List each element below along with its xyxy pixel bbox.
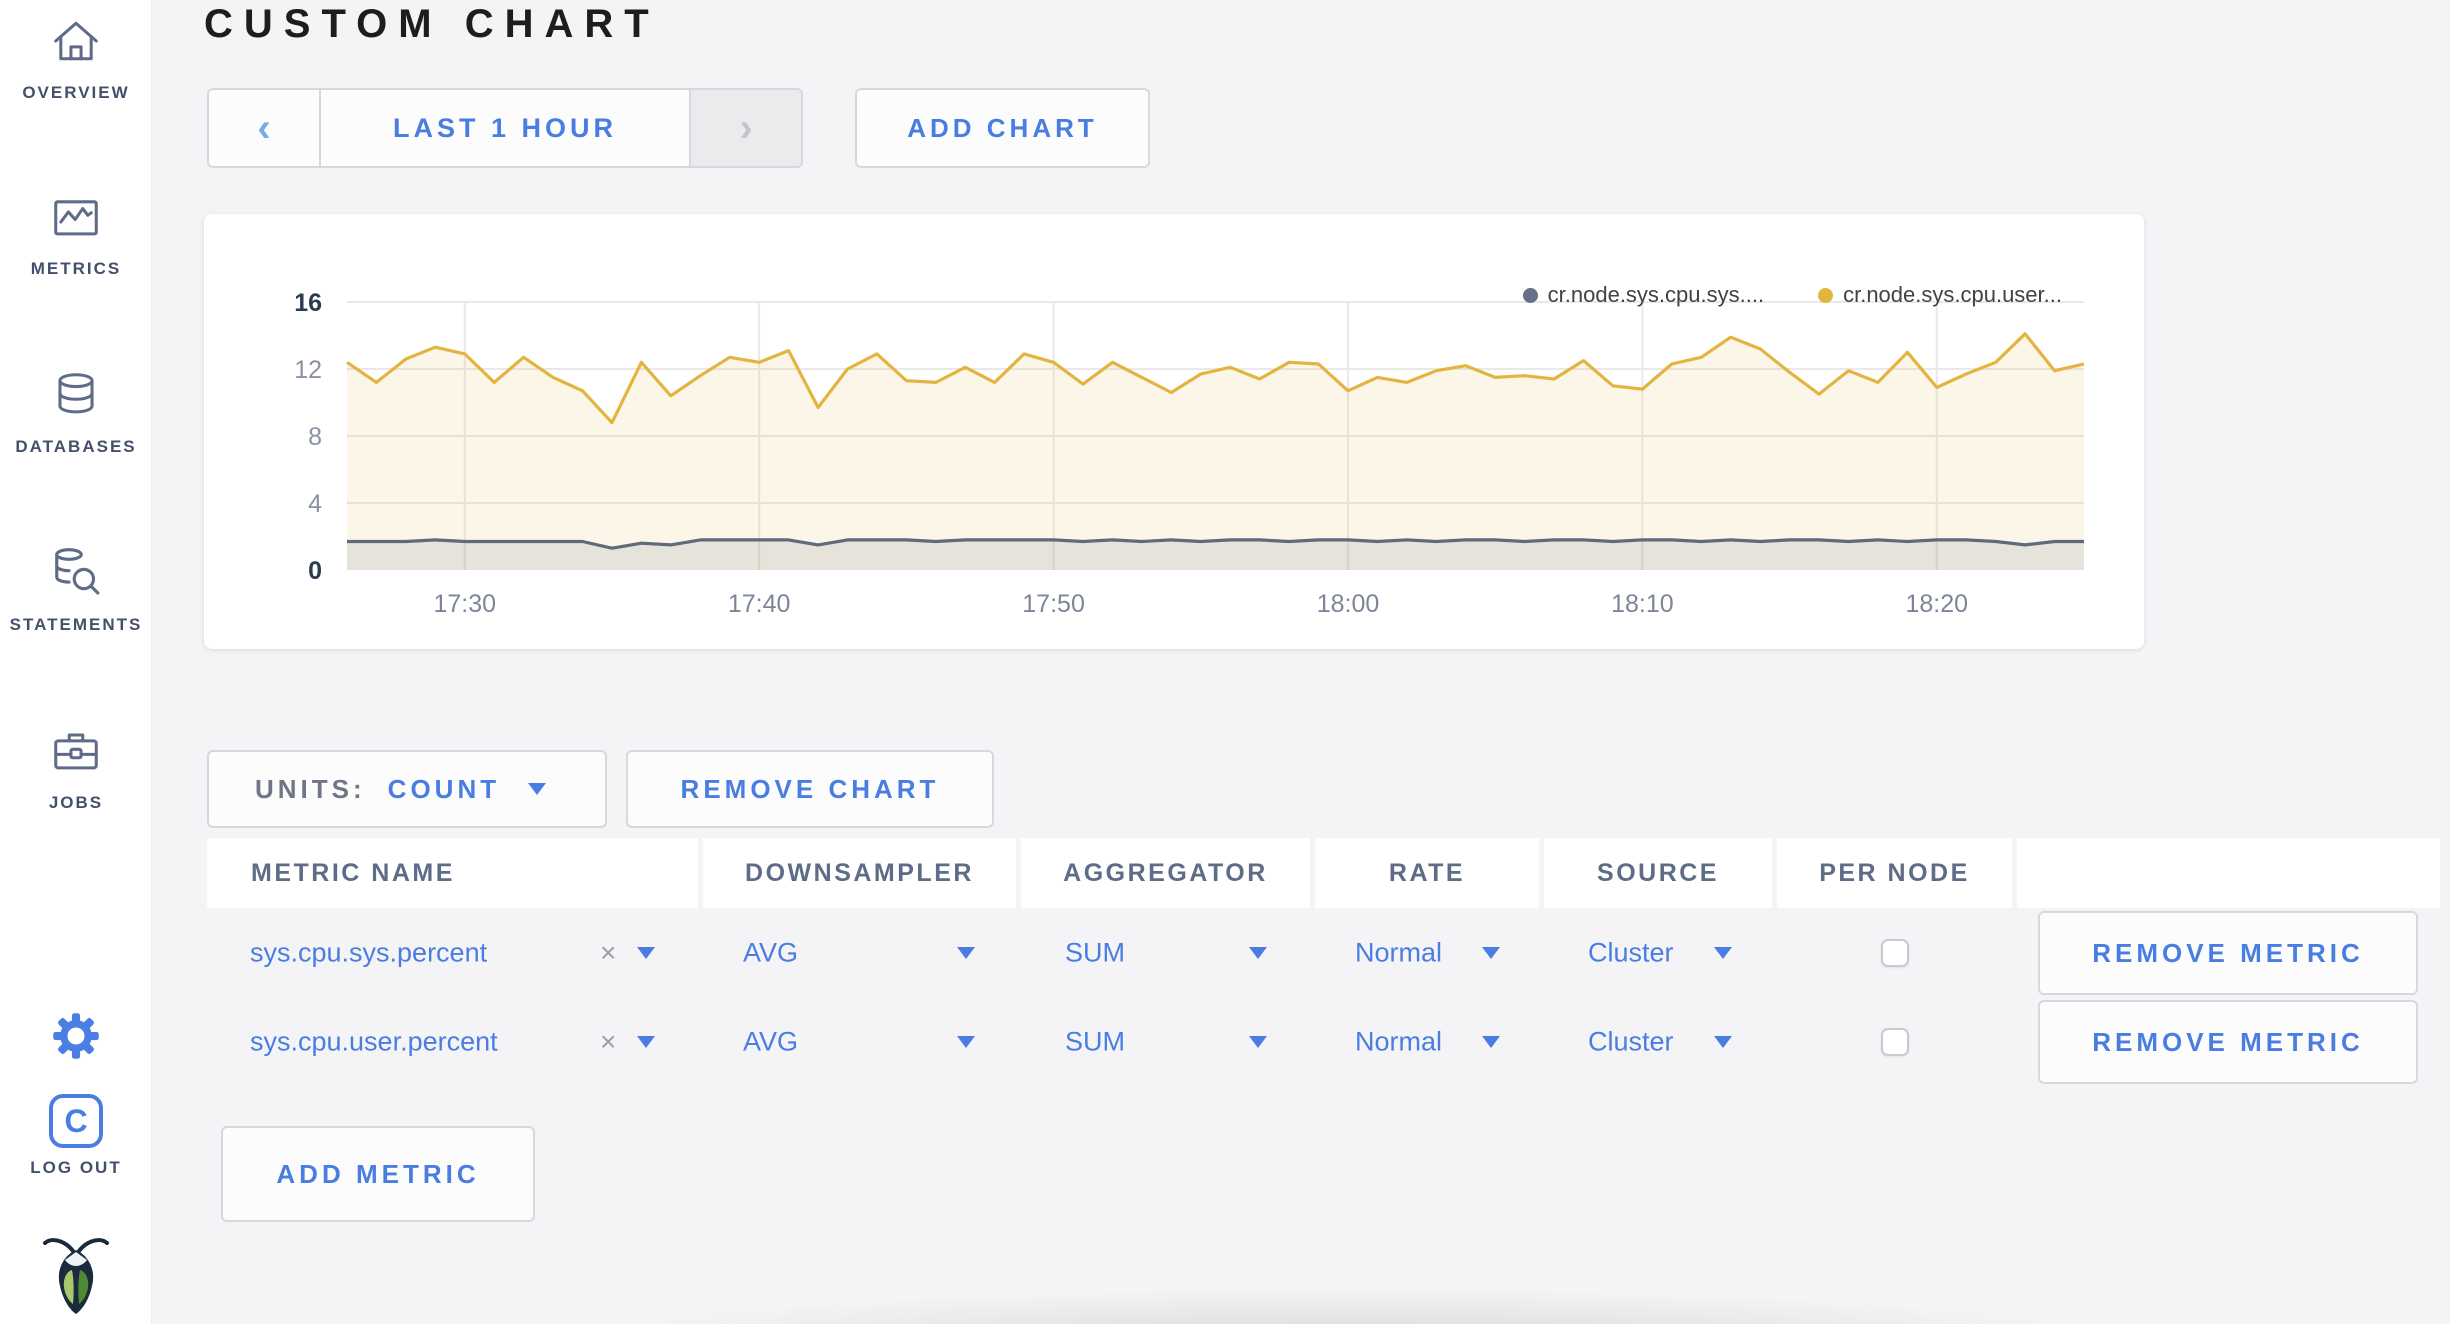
chart-legend: cr.node.sys.cpu.sys.... cr.node.sys.cpu.… xyxy=(1522,282,2062,308)
chevron-down-icon[interactable] xyxy=(957,947,975,959)
sidebar-item-logout[interactable]: C LOG OUT xyxy=(0,1094,152,1178)
sidebar-item-label: JOBS xyxy=(48,793,104,812)
add-metric-button[interactable]: ADD METRIC xyxy=(221,1126,535,1222)
x-axis-tick-label: 17:30 xyxy=(433,590,496,618)
chevron-down-icon xyxy=(528,783,547,795)
chevron-down-icon[interactable] xyxy=(637,947,655,959)
column-header-aggregator: AGGREGATOR xyxy=(1021,838,1310,908)
per-node-checkbox[interactable] xyxy=(1881,939,1909,967)
sidebar-item-label: METRICS xyxy=(30,259,122,278)
units-label: UNITS: xyxy=(255,773,366,804)
table-row: sys.cpu.user.percent × AVG SUM Normal Cl… xyxy=(152,1000,2450,1084)
cockroachdb-bug-logo-icon xyxy=(43,1230,109,1318)
sidebar-item-label: STATEMENTS xyxy=(9,615,143,634)
legend-label: cr.node.sys.cpu.sys.... xyxy=(1547,282,1765,307)
column-header-actions xyxy=(2017,838,2440,908)
page-title: CUSTOM CHART xyxy=(204,2,660,46)
chevron-down-icon[interactable] xyxy=(1714,1036,1732,1048)
chevron-right-icon: › xyxy=(739,106,753,150)
table-row: sys.cpu.sys.percent × AVG SUM Normal Clu… xyxy=(152,911,2450,995)
bottom-scroll-shadow xyxy=(452,1278,2250,1324)
clear-metric-icon[interactable]: × xyxy=(600,1026,617,1057)
logout-label: LOG OUT xyxy=(30,1158,122,1177)
chevron-down-icon[interactable] xyxy=(957,1036,975,1048)
column-header-metric-name: METRIC NAME xyxy=(207,838,698,908)
y-axis-tick-label: 16 xyxy=(294,289,322,317)
legend-dot-sys-icon xyxy=(1522,287,1538,303)
sidebar-item-overview[interactable]: OVERVIEW xyxy=(0,14,152,103)
clear-metric-icon[interactable]: × xyxy=(600,937,617,968)
metric-name-select[interactable]: sys.cpu.user.percent xyxy=(250,1026,498,1057)
legend-item-user[interactable]: cr.node.sys.cpu.user... xyxy=(1818,282,2062,308)
source-select[interactable]: Cluster xyxy=(1588,1026,1674,1057)
x-axis-tick-label: 18:10 xyxy=(1611,590,1674,618)
remove-metric-button[interactable]: REMOVE METRIC xyxy=(2038,911,2418,995)
legend-item-sys[interactable]: cr.node.sys.cpu.sys.... xyxy=(1522,282,1765,308)
databases-icon xyxy=(49,368,103,422)
chevron-down-icon[interactable] xyxy=(637,1036,655,1048)
x-axis-tick-label: 17:50 xyxy=(1022,590,1085,618)
x-axis-tick-label: 18:20 xyxy=(1906,590,1969,618)
sidebar-item-jobs[interactable]: JOBS xyxy=(0,724,152,813)
downsampler-select[interactable]: AVG xyxy=(743,1026,799,1057)
x-axis-tick-label: 18:00 xyxy=(1317,590,1380,618)
column-header-rate: RATE xyxy=(1315,838,1539,908)
main-content: CUSTOM CHART ‹ LAST 1 HOUR › ADD CHART 0… xyxy=(152,0,2450,1324)
sidebar-item-databases[interactable]: DATABASES xyxy=(0,368,152,457)
units-dropdown[interactable]: UNITS: COUNT xyxy=(207,750,607,828)
home-icon xyxy=(49,14,103,68)
custom-chart-svg[interactable]: 0 4 8 12 16 17:30 17:40 17:50 18:00 18:10 18:20 xyxy=(204,214,2144,649)
column-header-source: SOURCE xyxy=(1544,838,1772,908)
time-range-next-button[interactable]: › xyxy=(689,90,801,166)
metrics-icon xyxy=(49,190,103,244)
statements-icon xyxy=(48,544,104,600)
gear-icon xyxy=(50,1010,102,1062)
chevron-down-icon[interactable] xyxy=(1249,947,1267,959)
time-range-prev-button[interactable]: ‹ xyxy=(209,90,321,166)
legend-dot-user-icon xyxy=(1818,287,1834,303)
sidebar: OVERVIEW METRICS DATABASES STATEMENTS JO… xyxy=(0,0,152,1324)
column-header-downsampler: DOWNSAMPLER xyxy=(703,838,1016,908)
metric-name-select[interactable]: sys.cpu.sys.percent xyxy=(250,937,488,968)
units-value: COUNT xyxy=(387,773,501,804)
time-range-selector: ‹ LAST 1 HOUR › xyxy=(207,88,803,168)
y-axis-tick-label: 8 xyxy=(308,423,322,451)
column-header-per-node: PER NODE xyxy=(1777,838,2012,908)
sidebar-item-label: OVERVIEW xyxy=(22,83,130,102)
cockroach-c-icon: C xyxy=(49,1094,103,1148)
aggregator-select[interactable]: SUM xyxy=(1065,1026,1125,1057)
y-axis-tick-label: 0 xyxy=(308,557,322,585)
rate-select[interactable]: Normal xyxy=(1355,937,1443,968)
rate-select[interactable]: Normal xyxy=(1355,1026,1443,1057)
sidebar-item-settings[interactable] xyxy=(0,1010,152,1067)
add-chart-button[interactable]: ADD CHART xyxy=(855,88,1150,168)
downsampler-select[interactable]: AVG xyxy=(743,937,799,968)
chevron-left-icon: ‹ xyxy=(257,106,271,150)
y-axis-tick-label: 12 xyxy=(294,356,322,384)
source-select[interactable]: Cluster xyxy=(1588,937,1674,968)
remove-chart-button[interactable]: REMOVE CHART xyxy=(626,750,994,828)
sidebar-item-label: DATABASES xyxy=(15,437,137,456)
legend-label: cr.node.sys.cpu.user... xyxy=(1843,282,2062,307)
sidebar-logo xyxy=(0,1230,152,1323)
remove-metric-button[interactable]: REMOVE METRIC xyxy=(2038,1000,2418,1084)
chart-panel: 0 4 8 12 16 17:30 17:40 17:50 18:00 18:10 18:20 cr… xyxy=(204,214,2144,649)
chevron-down-icon[interactable] xyxy=(1249,1036,1267,1048)
jobs-icon xyxy=(49,724,103,778)
time-range-label[interactable]: LAST 1 HOUR xyxy=(392,112,617,143)
y-axis-tick-label: 4 xyxy=(308,490,322,518)
aggregator-select[interactable]: SUM xyxy=(1065,937,1125,968)
sidebar-item-metrics[interactable]: METRICS xyxy=(0,190,152,279)
chevron-down-icon[interactable] xyxy=(1714,947,1732,959)
chevron-down-icon[interactable] xyxy=(1482,947,1500,959)
x-axis-tick-label: 17:40 xyxy=(728,590,791,618)
sidebar-item-statements[interactable]: STATEMENTS xyxy=(0,544,152,635)
per-node-checkbox[interactable] xyxy=(1881,1028,1909,1056)
chevron-down-icon[interactable] xyxy=(1482,1036,1500,1048)
